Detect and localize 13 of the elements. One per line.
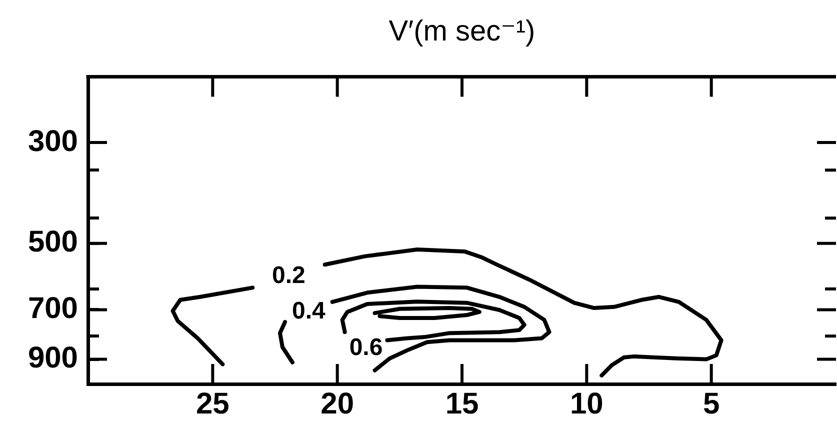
y-tick-label: 500: [28, 226, 78, 259]
series-label: 0.6: [349, 334, 383, 361]
x-tick-label: 10: [570, 387, 604, 420]
series-label: 0.2: [272, 262, 306, 289]
series-label: 0.4: [292, 298, 326, 325]
x-tick-label: 20: [320, 387, 354, 420]
x-tick-label: 5: [702, 387, 720, 420]
y-tick-label: 700: [28, 292, 78, 325]
x-tick-label: 25: [196, 387, 230, 420]
chart-title: V′(m sec⁻¹): [388, 15, 536, 48]
y-tick-label: 900: [28, 342, 78, 375]
x-tick-label: 15: [445, 387, 479, 420]
y-tick-label: 300: [28, 124, 78, 158]
